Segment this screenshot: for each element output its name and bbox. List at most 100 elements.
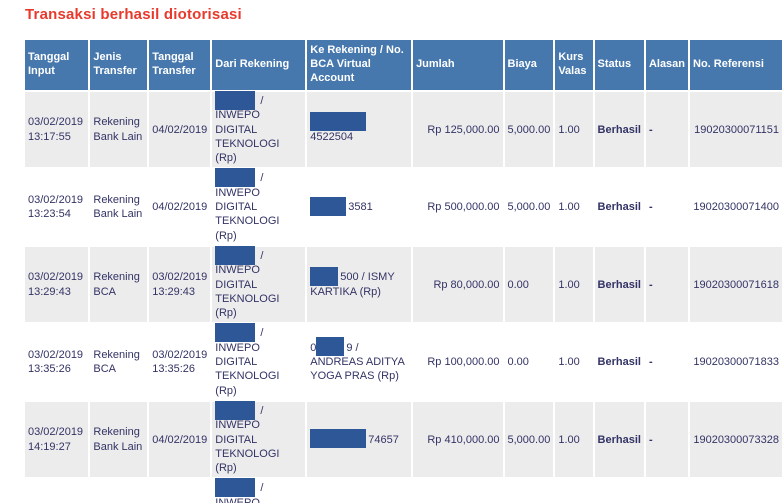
col-header-kurs_valas: Kurs Valas: [555, 40, 593, 90]
cell-jumlah: Rp 125,000.00: [413, 92, 503, 168]
cell-ke_rekening: 898: [307, 479, 412, 503]
page-title: Transaksi berhasil diotorisasi: [25, 6, 242, 23]
cell-tanggal_input: 03/02/2019 14:21:06: [25, 479, 89, 503]
redaction-box: [310, 112, 367, 132]
cell-biaya: 5,000.00: [504, 92, 554, 168]
cell-jenis_transfer: Rekening BCA: [90, 324, 148, 400]
cell-status: Berhasil: [594, 324, 644, 400]
redaction-box: [215, 90, 256, 110]
cell-dari_rekening: / INWEPO DIGITAL TEKNOLOGI (Rp): [212, 245, 306, 323]
cell-jumlah: Rp 95,000.00: [413, 479, 503, 503]
col-header-jumlah: Jumlah: [413, 40, 503, 90]
cell-jenis_transfer: Rekening Bank Lain: [90, 401, 148, 478]
cell-alasan: -: [645, 169, 689, 245]
cell-kurs_valas: 1.00: [555, 169, 593, 245]
transactions-table: Tanggal Input Jenis Transfer Tanggal Trans…: [23, 38, 784, 503]
redaction-box: [316, 337, 345, 357]
col-header-tanggal_transfer: Tanggal Transfer: [149, 40, 211, 90]
cell-alasan: -: [645, 246, 689, 323]
cell-no_referensi: 19020300071400: [690, 169, 782, 245]
cell-no_referensi: 19020300073380: [690, 479, 782, 503]
cell-biaya: 0.00: [504, 246, 554, 323]
header-row: Tanggal Input Jenis Transfer Tanggal Trans…: [25, 40, 782, 90]
table-row: 03/02/2019 13:23:54 Rekening Bank Lain 04/…: [25, 168, 782, 245]
redaction-box: [215, 323, 256, 343]
cell-no_referensi: 19020300071151: [690, 92, 782, 168]
cell-no_referensi: 19020300071618: [690, 246, 782, 323]
cell-status: Berhasil: [594, 246, 644, 323]
table-body: 03/02/2019 13:17:55 Rekening Bank Lain 04/…: [25, 90, 782, 503]
redaction-box: [215, 245, 256, 265]
redaction-box: [215, 168, 256, 188]
cell-status: Berhasil: [594, 479, 644, 503]
cell-biaya: 5,000.00: [504, 401, 554, 478]
cell-jenis_transfer: Rekening Bank Lain: [90, 169, 148, 245]
redaction-box: [215, 400, 256, 420]
col-header-no_referensi: No. Referensi: [690, 40, 782, 90]
cell-kurs_valas: 1.00: [555, 401, 593, 478]
cell-tanggal_input: 03/02/2019 13:23:54: [25, 169, 89, 245]
table-row: 03/02/2019 14:21:06Rekening Bank Lain04/…: [25, 478, 782, 503]
cell-dari_rekening: / INWEPO DIGITAL TEKNOLOGI (Rp): [212, 478, 306, 503]
cell-tanggal_transfer: 04/02/2019: [149, 401, 211, 478]
cell-alasan: -: [645, 92, 689, 168]
cell-biaya: 0.00: [504, 324, 554, 400]
cell-tanggal_input: 03/02/2019 13:35:26: [25, 324, 89, 400]
cell-ke_rekening: 4522504: [307, 92, 412, 168]
cell-status: Berhasil: [594, 169, 644, 245]
cell-jenis_transfer: Rekening BCA: [90, 246, 148, 323]
cell-tanggal_transfer: 04/02/2019: [149, 169, 211, 245]
cell-alasan: -: [645, 324, 689, 400]
cell-jenis_transfer: Rekening Bank Lain: [90, 479, 148, 503]
cell-dari_rekening: / INWEPO DIGITAL TEKNOLOGI (Rp): [212, 323, 306, 400]
cell-jumlah: Rp 500,000.00: [413, 169, 503, 245]
cell-tanggal_input: 03/02/2019 14:19:27: [25, 401, 89, 478]
cell-no_referensi: 19020300073328: [690, 401, 782, 478]
redaction-box: [310, 267, 339, 286]
redaction-box: [215, 478, 256, 498]
cell-biaya: 5,000.00: [504, 479, 554, 503]
cell-ke_rekening: 74657: [307, 401, 412, 478]
cell-tanggal_transfer: 04/02/2019: [149, 92, 211, 168]
cell-jumlah: Rp 410,000.00: [413, 401, 503, 478]
col-header-alasan: Alasan: [645, 40, 689, 90]
cell-kurs_valas: 1.00: [555, 92, 593, 168]
cell-kurs_valas: 1.00: [555, 246, 593, 323]
cell-biaya: 5,000.00: [504, 169, 554, 245]
cell-status: Berhasil: [594, 92, 644, 168]
col-header-ke_rekening: Ke Rekening / No. BCA Virtual Account: [307, 40, 412, 90]
redaction-box: [310, 429, 367, 449]
cell-no_referensi: 19020300071833: [690, 324, 782, 400]
table-header: Tanggal Input Jenis Transfer Tanggal Trans…: [25, 40, 782, 90]
cell-jumlah: Rp 80,000.00: [413, 246, 503, 323]
cell-dari_rekening: / INWEPO DIGITAL TEKNOLOGI (Rp): [212, 168, 306, 245]
cell-tanggal_transfer: 04/02/2019: [149, 479, 211, 503]
table-row: 03/02/2019 14:19:27 Rekening Bank Lain 04/…: [25, 400, 782, 478]
table-row: 03/02/2019 13:29:43 Rekening BCA 03/02/201…: [25, 245, 782, 323]
cell-ke_rekening: 500 / ISMY KARTIKA (Rp): [307, 246, 412, 323]
table-row: 03/02/2019 13:35:26 Rekening BCA 03/02/201…: [25, 323, 782, 400]
cell-kurs_valas: 1.00: [555, 324, 593, 400]
col-header-status: Status: [594, 40, 644, 90]
cell-ke_rekening: 3581: [307, 169, 412, 245]
cell-jenis_transfer: Rekening Bank Lain: [90, 92, 148, 168]
cell-tanggal_input: 03/02/2019 13:17:55: [25, 92, 89, 168]
redaction-box: [310, 196, 347, 216]
cell-alasan: -: [645, 401, 689, 478]
cell-status: Berhasil: [594, 401, 644, 478]
col-header-biaya: Biaya: [504, 40, 554, 90]
cell-dari_rekening: / INWEPO DIGITAL TEKNOLOGI (Rp): [212, 90, 306, 168]
cell-tanggal_input: 03/02/2019 13:29:43: [25, 246, 89, 323]
cell-alasan: -: [645, 479, 689, 503]
cell-jumlah: Rp 100,000.00: [413, 324, 503, 400]
cell-tanggal_transfer: 03/02/2019 13:35:26: [149, 324, 211, 400]
cell-kurs_valas: 1.00: [555, 479, 593, 503]
table-row: 03/02/2019 13:17:55 Rekening Bank Lain 04/…: [25, 90, 782, 168]
cell-dari_rekening: / INWEPO DIGITAL TEKNOLOGI (Rp): [212, 400, 306, 478]
col-header-dari_rekening: Dari Rekening: [212, 40, 306, 90]
cell-tanggal_transfer: 03/02/2019 13:29:43: [149, 246, 211, 323]
col-header-jenis_transfer: Jenis Transfer: [90, 40, 148, 90]
col-header-tanggal_input: Tanggal Input: [25, 40, 89, 90]
